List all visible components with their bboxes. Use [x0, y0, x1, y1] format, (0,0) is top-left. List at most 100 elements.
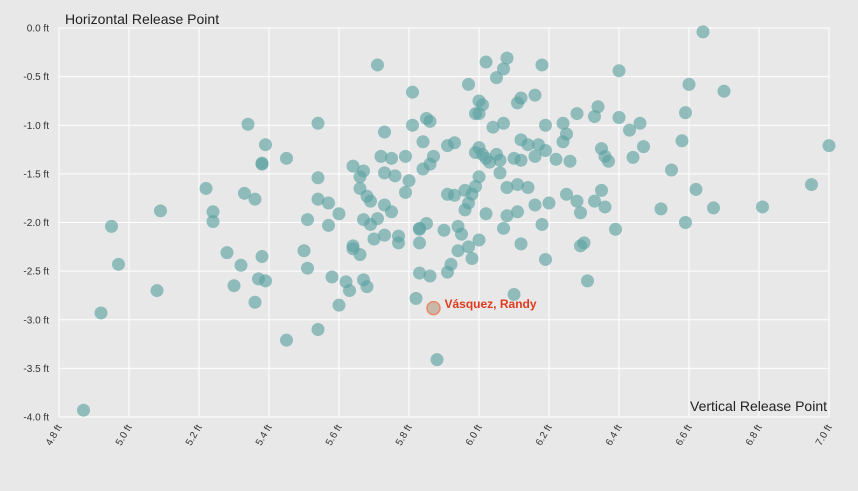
data-point — [406, 85, 419, 99]
y-tick-label: -2.5 ft — [23, 267, 49, 278]
data-point — [297, 244, 311, 258]
data-point — [756, 200, 769, 214]
data-point — [591, 100, 605, 114]
data-point — [413, 266, 426, 280]
data-point — [77, 403, 90, 417]
data-point — [448, 136, 461, 150]
data-point — [588, 194, 601, 208]
data-point — [364, 194, 377, 208]
data-point — [493, 153, 507, 167]
data-point — [385, 151, 398, 165]
data-point — [430, 353, 444, 367]
data-point — [465, 251, 479, 265]
data-point — [378, 125, 391, 139]
data-point — [301, 261, 314, 275]
data-point — [399, 185, 412, 199]
data-point — [560, 127, 573, 141]
highlight-group: Vásquez, Randy — [426, 297, 537, 316]
data-point — [448, 188, 461, 202]
data-point — [402, 174, 416, 188]
data-point — [805, 178, 818, 192]
data-point — [612, 110, 626, 124]
data-point — [406, 118, 419, 132]
data-point — [374, 149, 388, 163]
data-point — [528, 149, 542, 163]
data-point — [497, 221, 510, 235]
y-tick-label: -1.5 ft — [23, 169, 49, 180]
data-point — [238, 186, 251, 200]
data-point — [570, 194, 584, 208]
data-point — [112, 257, 125, 271]
data-point — [500, 180, 514, 194]
data-point — [511, 205, 524, 219]
data-point — [609, 222, 622, 236]
data-point — [416, 135, 430, 149]
data-point — [539, 144, 552, 158]
data-point — [479, 207, 493, 221]
data-point — [493, 166, 507, 180]
data-point — [637, 140, 650, 154]
grid-lines — [58, 27, 830, 418]
data-point — [399, 149, 412, 163]
y-tick-label: -4.0 ft — [23, 413, 49, 424]
data-point — [280, 333, 293, 347]
data-point — [105, 219, 118, 233]
data-point — [462, 77, 475, 91]
data-point — [150, 284, 164, 298]
data-point — [409, 291, 423, 305]
data-point — [199, 181, 213, 195]
data-point — [444, 257, 458, 271]
data-point — [371, 212, 384, 226]
x-axis-title: Vertical Release Point — [690, 398, 827, 414]
data-point — [633, 116, 647, 130]
data-point — [385, 205, 398, 219]
y-tick-label: -3.0 ft — [23, 315, 49, 326]
data-point — [367, 232, 381, 246]
data-point — [353, 248, 367, 262]
data-point — [507, 287, 521, 301]
data-point — [514, 91, 528, 105]
data-point — [521, 180, 535, 194]
data-point — [574, 206, 587, 220]
data-point — [259, 274, 272, 288]
data-point — [360, 280, 374, 294]
data-point — [206, 205, 220, 219]
data-point — [423, 269, 437, 283]
y-axis-title: Horizontal Release Point — [65, 11, 219, 27]
data-point — [560, 187, 573, 201]
data-point — [255, 250, 269, 264]
data-point — [521, 138, 535, 152]
data-point — [490, 71, 503, 85]
data-point — [346, 159, 360, 173]
data-point — [94, 306, 108, 320]
highlight-label: Vásquez, Randy — [445, 297, 537, 311]
data-point — [563, 154, 577, 168]
data-point — [626, 150, 640, 164]
data-point — [679, 106, 692, 120]
y-tick-label: 0.0 ft — [27, 24, 49, 35]
data-point — [413, 236, 426, 250]
data-point — [451, 244, 465, 258]
data-point — [602, 154, 615, 168]
data-point — [511, 178, 524, 192]
data-point — [595, 183, 608, 197]
data-point — [679, 216, 692, 229]
data-point — [675, 134, 689, 148]
data-point — [717, 84, 731, 98]
data-point — [427, 149, 440, 163]
data-point — [577, 236, 591, 250]
data-point — [539, 252, 552, 266]
data-point — [556, 116, 570, 130]
y-tick-label: -2.0 ft — [23, 218, 49, 229]
data-point — [535, 217, 549, 231]
data-point — [696, 25, 710, 39]
data-point — [462, 240, 475, 254]
data-point — [472, 233, 486, 247]
data-point — [322, 196, 335, 210]
data-point — [479, 55, 493, 69]
data-point — [220, 246, 234, 260]
data-point — [248, 192, 262, 206]
data-point — [311, 116, 325, 130]
data-point — [259, 138, 272, 152]
